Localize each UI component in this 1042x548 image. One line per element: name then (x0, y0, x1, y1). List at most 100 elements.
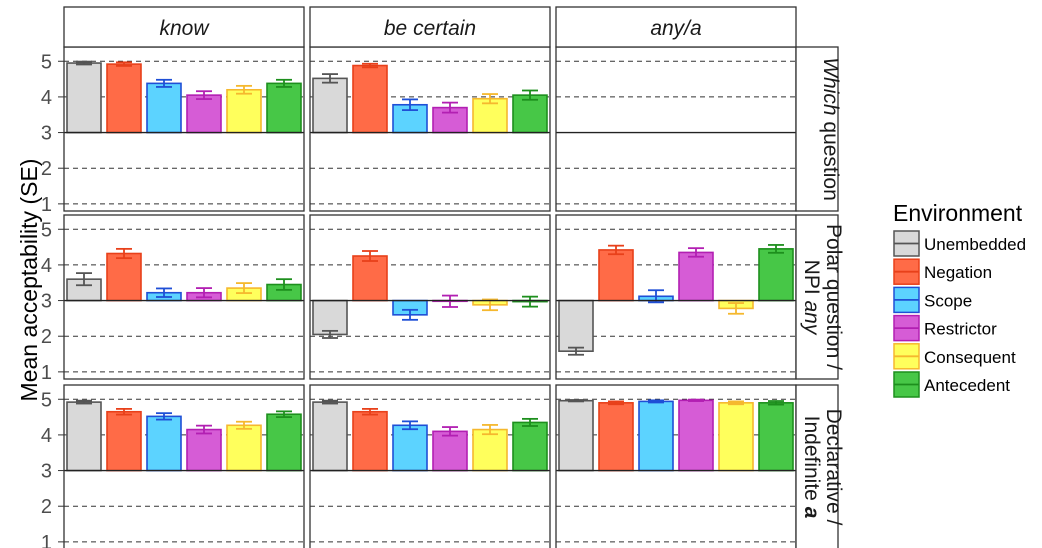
panel-background (310, 215, 550, 379)
bar-scope (146, 82, 182, 134)
bar-scope (392, 424, 428, 472)
bar-unembedded (66, 62, 102, 134)
y-tick-label: 1 (41, 194, 52, 216)
y-tick-label: 4 (41, 425, 52, 447)
bar-scope (638, 400, 674, 472)
row-strip-label-italic: Which (819, 57, 842, 115)
bar-consequent (718, 402, 754, 472)
panel-border (309, 214, 551, 380)
bar-consequent (226, 424, 262, 472)
bar-restrictor (678, 399, 714, 472)
legend-label: Antecedent (924, 376, 1010, 395)
legend-title: Environment (893, 200, 1023, 226)
bar-negation (598, 402, 634, 472)
panel-background (310, 47, 550, 211)
bar-unembedded (312, 299, 348, 336)
facet-panel (555, 214, 797, 380)
panel-border (309, 384, 551, 548)
facet-strips: know be certain any/a Which question Polar q… (63, 6, 845, 548)
y-tick-label: 5 (41, 51, 52, 73)
y-tick-label: 1 (41, 532, 52, 548)
panel-background (556, 47, 796, 211)
bar-unembedded (312, 401, 348, 472)
row-strip-label: Which question (819, 57, 842, 201)
bar-restrictor (186, 428, 222, 472)
panel-background (64, 385, 304, 548)
panel-background (64, 215, 304, 379)
bar-negation (598, 249, 634, 302)
bar-unembedded (558, 399, 594, 472)
y-axis-label: Mean acceptability (SE) (16, 159, 42, 402)
bar-negation (106, 410, 142, 472)
panel-background (310, 385, 550, 548)
facet-panel (309, 46, 551, 212)
y-tick-label: 4 (41, 255, 52, 277)
column-strip (309, 6, 551, 48)
bar-consequent (472, 97, 508, 134)
bar-consequent (472, 428, 508, 472)
row-strip (795, 214, 839, 380)
legend-label: Restrictor (924, 320, 997, 339)
bar-negation (352, 255, 388, 302)
bar-negation (352, 64, 388, 134)
panel-border (63, 384, 305, 548)
row-strip-label-line2: NPI any (800, 260, 823, 336)
y-tick-label: 2 (41, 326, 52, 348)
bar-restrictor (432, 430, 468, 472)
bar-negation (106, 252, 142, 302)
bar-unembedded (66, 401, 102, 472)
facet-panel (309, 384, 551, 548)
row-strip-label-text: question (819, 116, 842, 201)
bar-negation (352, 410, 388, 472)
column-strip (63, 6, 305, 48)
row-strip-label-text: NPI (800, 260, 823, 301)
y-tick-label: 5 (41, 389, 52, 411)
row-strip-label-text: Indefinite (800, 416, 823, 507)
facet-panel (63, 214, 305, 380)
panel-background (556, 215, 796, 379)
panel-border (63, 214, 305, 380)
facet-panel (309, 214, 551, 380)
panel-background (556, 385, 796, 548)
y-tick-label: 3 (41, 461, 52, 483)
row-strip-label-italic: a (800, 507, 823, 519)
legend-label: Consequent (924, 348, 1016, 367)
row-strip (795, 384, 839, 548)
bar-antecedent (266, 413, 302, 472)
facet-panel (63, 46, 305, 212)
column-strip (555, 6, 797, 48)
legend: Environment Unembedded Negation Scope Restr… (893, 200, 1026, 398)
row-strip-label-line2: Indefinite a (800, 416, 823, 519)
row-strip-label: Declarative / (822, 409, 845, 526)
y-tick-label: 2 (41, 496, 52, 518)
column-strip-label: be certain (384, 17, 476, 40)
bar-antecedent (266, 82, 302, 134)
column-strip-label: any/a (650, 17, 701, 40)
bar-unembedded (312, 77, 348, 134)
bar-antecedent (512, 421, 548, 472)
y-tick-label: 2 (41, 158, 52, 180)
y-tick-label: 3 (41, 291, 52, 313)
bar-negation (106, 63, 142, 134)
row-strip (795, 46, 839, 212)
bar-antecedent (758, 248, 794, 302)
facet-panel (555, 384, 797, 548)
facet-panel (555, 46, 797, 212)
y-tick-label: 1 (41, 362, 52, 384)
bar-restrictor (678, 251, 714, 302)
bar-antecedent (512, 94, 548, 134)
legend-label: Negation (924, 263, 992, 282)
row-strip-label-italic: any (800, 300, 823, 335)
y-tick-label: 5 (41, 219, 52, 241)
bar-antecedent (758, 402, 794, 472)
facet-panels: 1 2 3 4 5 1 2 3 4 5 1 2 3 4 5 (41, 46, 797, 548)
facet-panel (63, 384, 305, 548)
bar-scope (146, 415, 182, 472)
bar-restrictor (186, 94, 222, 134)
legend-label: Scope (924, 291, 972, 310)
column-strip-label: know (159, 17, 210, 40)
bar-consequent (226, 88, 262, 134)
legend-label: Unembedded (924, 235, 1026, 254)
y-tick-label: 4 (41, 87, 52, 109)
bar-unembedded (558, 299, 594, 352)
